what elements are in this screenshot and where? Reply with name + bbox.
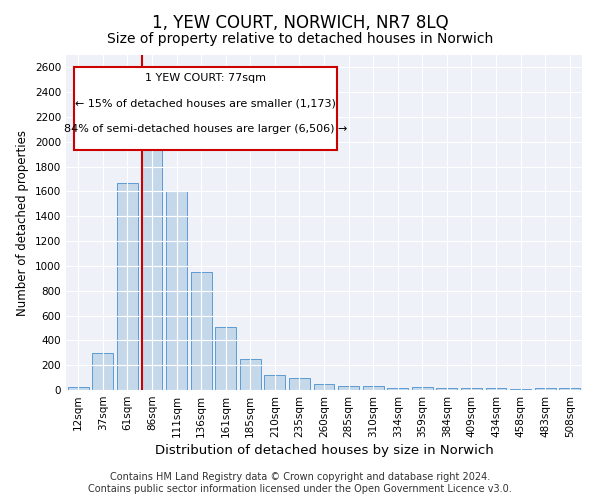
Bar [68, 388, 89, 390]
Bar [461, 388, 482, 390]
Bar [559, 388, 580, 390]
Bar [362, 386, 383, 390]
Text: 1, YEW COURT, NORWICH, NR7 8LQ: 1, YEW COURT, NORWICH, NR7 8LQ [152, 14, 448, 32]
Text: 1 YEW COURT: 77sqm: 1 YEW COURT: 77sqm [145, 74, 266, 84]
Bar [289, 378, 310, 390]
Y-axis label: Number of detached properties: Number of detached properties [16, 130, 29, 316]
X-axis label: Distribution of detached houses by size in Norwich: Distribution of detached houses by size … [155, 444, 493, 457]
FancyBboxPatch shape [74, 66, 337, 150]
Text: 84% of semi-detached houses are larger (6,506) →: 84% of semi-detached houses are larger (… [64, 124, 347, 134]
Bar [142, 126, 163, 390]
Bar [265, 375, 286, 390]
Bar [314, 384, 334, 390]
Bar [535, 388, 556, 390]
Bar [436, 388, 457, 390]
Bar [485, 388, 506, 390]
Text: Contains HM Land Registry data © Crown copyright and database right 2024.
Contai: Contains HM Land Registry data © Crown c… [88, 472, 512, 494]
Bar [338, 386, 359, 390]
Bar [387, 388, 408, 390]
Bar [412, 387, 433, 390]
Bar [92, 353, 113, 390]
Bar [240, 359, 261, 390]
Bar [166, 192, 187, 390]
Text: Size of property relative to detached houses in Norwich: Size of property relative to detached ho… [107, 32, 493, 46]
Bar [215, 328, 236, 390]
Text: ← 15% of detached houses are smaller (1,173): ← 15% of detached houses are smaller (1,… [75, 98, 336, 108]
Bar [117, 183, 138, 390]
Bar [191, 272, 212, 390]
